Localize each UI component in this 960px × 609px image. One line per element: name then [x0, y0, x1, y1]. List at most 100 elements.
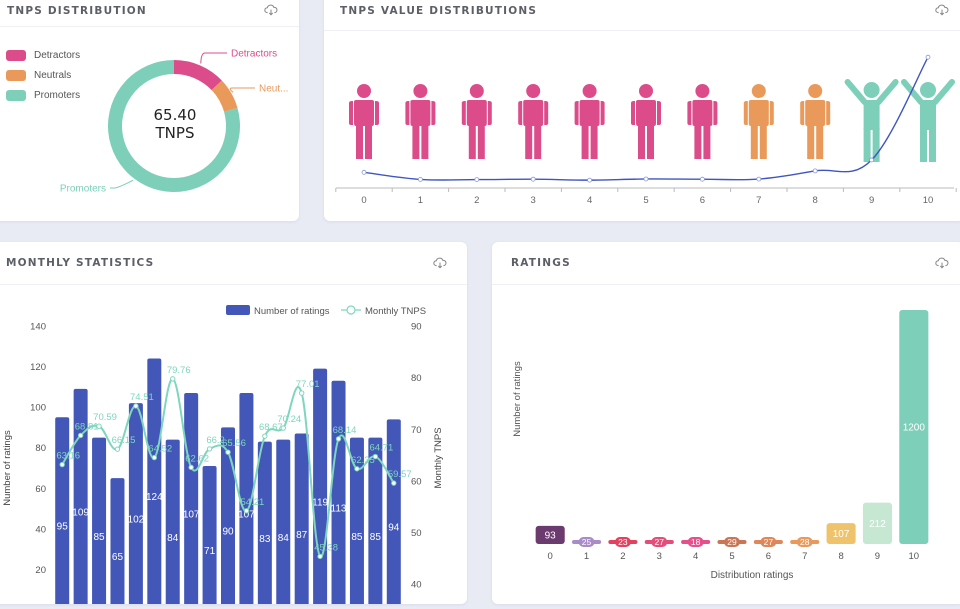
bar	[165, 439, 180, 604]
detractor-person-icon	[574, 84, 605, 159]
bar-value-label: 113	[331, 503, 347, 514]
bar-value-label: 109	[72, 507, 89, 518]
value-line	[363, 56, 929, 181]
person-torso	[805, 100, 826, 126]
x-tick-label: 5	[643, 195, 648, 206]
bar	[92, 437, 107, 604]
promoter-person-icon	[901, 79, 955, 162]
tnps-point	[372, 453, 379, 460]
x-tick-label: 1	[418, 195, 423, 206]
value-point	[925, 54, 931, 60]
y-axis-title: Number of ratings	[2, 430, 13, 506]
neutral-person-icon	[743, 84, 774, 159]
legend-item-neutrals[interactable]: Neutrals	[6, 68, 71, 82]
tnps-point	[298, 390, 305, 396]
bar-value-pill	[724, 537, 740, 547]
tnps-point	[280, 425, 286, 431]
person-head	[920, 82, 936, 98]
x-tick-label: 2	[620, 551, 625, 562]
tnps-point	[133, 403, 139, 409]
bar-value-label: 212	[869, 519, 886, 530]
value-point	[869, 157, 874, 163]
cloud-download-icon[interactable]	[433, 257, 447, 269]
bar-value-label: 27	[764, 537, 774, 547]
bar-value-label: 27	[655, 537, 665, 547]
person-head	[582, 84, 597, 98]
legend-item-promoters[interactable]: Promoters	[6, 88, 80, 102]
person-arms	[800, 101, 831, 125]
bar-value-label: 1200	[903, 423, 926, 434]
bar	[862, 502, 892, 544]
cloud-download-icon[interactable]	[935, 4, 949, 16]
y2-tick-label: 40	[411, 580, 422, 591]
y2-tick-label: 90	[411, 322, 422, 333]
tnps-point	[354, 466, 360, 472]
x-tick-label: 8	[813, 195, 818, 206]
donut-chart: Detractors Neut... Promoters	[60, 49, 289, 195]
cloud-download-icon[interactable]	[935, 257, 949, 269]
person-torso	[466, 100, 487, 126]
bar-value-pill	[651, 537, 668, 547]
person-head	[751, 84, 766, 98]
person-arms	[901, 79, 955, 105]
bar-value-label: 23	[618, 537, 628, 547]
promoter-person-icon	[844, 79, 899, 162]
card-title: TNPS VALUE DISTRIBUTIONS	[340, 5, 538, 17]
tnps-value-label: 64.71	[369, 443, 393, 454]
card-header: MONTHLY STATISTICS	[0, 242, 467, 285]
detractor-person-icon	[349, 84, 379, 159]
tnps-value-label: 66.2	[206, 435, 225, 446]
x-tick-label: 8	[838, 551, 843, 562]
bar-value-label: 107	[238, 509, 255, 520]
person-torso	[523, 100, 544, 126]
person-torso	[692, 100, 713, 126]
bar-value-label: 25	[582, 537, 592, 547]
detractor-person-icon	[631, 84, 661, 159]
y-tick-label: 100	[30, 403, 46, 414]
x-tick-label: 9	[869, 195, 874, 206]
bar-value-label: 85	[351, 532, 363, 543]
person-arms	[518, 101, 549, 125]
tnps-value-label: 63.16	[56, 451, 80, 462]
tnps-score: 65.40	[153, 106, 197, 124]
value-point	[756, 176, 762, 182]
x-tick-label: 10	[923, 195, 934, 206]
tnps-point	[59, 461, 65, 468]
y2-tick-label: 80	[411, 373, 422, 384]
person-legs	[412, 124, 429, 159]
tnps-value-label: 45.38	[314, 542, 338, 553]
legend-item-detractors[interactable]: Detractors	[6, 48, 80, 62]
x-tick-label: 6	[700, 195, 705, 206]
x-tick-label: 0	[361, 195, 366, 206]
detractor-person-icon	[687, 84, 718, 159]
x-tick-label: 2	[474, 195, 479, 206]
ratings-card: RATINGS Number of ratings Distribution ra…	[492, 242, 960, 604]
bar-value-label: 84	[278, 533, 290, 544]
tnps-point	[170, 376, 176, 382]
bar	[184, 392, 199, 604]
tnps-value-label: 54.21	[241, 497, 265, 508]
person-torso	[748, 100, 769, 126]
tnps-value-label: 70.24	[277, 414, 301, 425]
person-arms	[405, 101, 436, 125]
x-tick-label: 7	[802, 551, 807, 562]
x-tick-label: 6	[766, 551, 771, 562]
bar-value-pill	[796, 537, 813, 547]
bar	[349, 437, 364, 604]
y-tick-label: 80	[35, 443, 46, 454]
tnps-value-label: 62.62	[185, 453, 209, 464]
bar-value-pill	[578, 537, 595, 547]
y-tick-label: 140	[30, 322, 46, 333]
tnps-value-label: 79.76	[167, 365, 191, 376]
x-tick-label: 4	[587, 195, 592, 206]
person-arms	[461, 101, 492, 125]
tnps-point	[114, 446, 121, 452]
person-torso	[354, 100, 374, 126]
bar	[239, 392, 254, 604]
cloud-download-icon[interactable]	[264, 4, 278, 16]
x-tick-label: 7	[756, 195, 761, 206]
tnps-label: TNPS	[155, 124, 195, 142]
donut-slice-neutrals	[211, 80, 238, 112]
person-torso	[410, 100, 431, 126]
